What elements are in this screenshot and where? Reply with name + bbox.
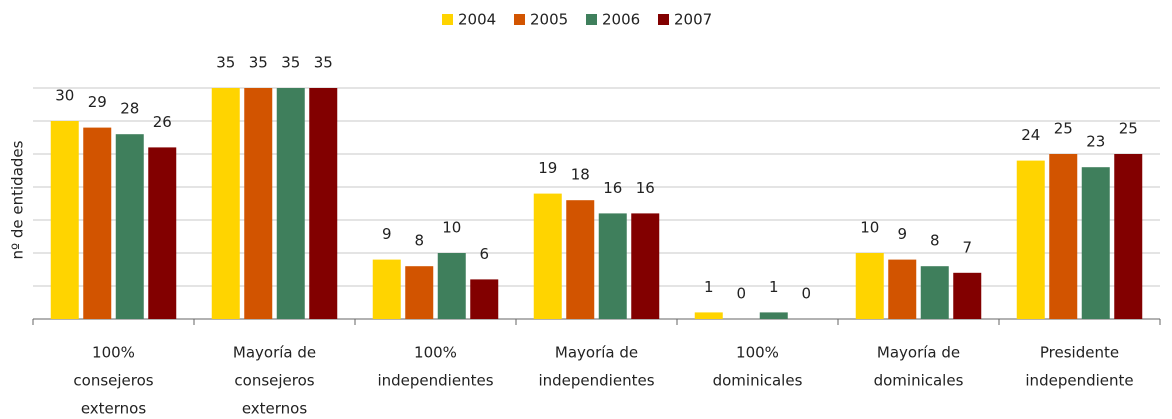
value-label: 25 xyxy=(1054,120,1073,138)
legend-label: 2006 xyxy=(602,11,640,29)
bar xyxy=(855,253,884,319)
bar xyxy=(372,259,401,319)
value-label: 7 xyxy=(962,238,972,256)
value-label: 6 xyxy=(479,245,489,263)
bar xyxy=(244,88,273,319)
bar xyxy=(405,266,434,319)
x-tick-label: independiente xyxy=(1025,372,1133,390)
value-label: 25 xyxy=(1119,120,1138,138)
legend-swatch xyxy=(586,14,597,25)
bar xyxy=(437,253,466,319)
value-label: 1 xyxy=(704,278,714,296)
bar xyxy=(211,88,240,319)
bar xyxy=(759,312,788,319)
x-tick-label: externos xyxy=(81,400,147,418)
bar xyxy=(566,200,595,319)
x-tick-label: Presidente xyxy=(1040,344,1119,362)
x-tick-label: Mayoría de xyxy=(555,344,638,362)
value-label: 19 xyxy=(538,159,557,177)
x-tick-label: independientes xyxy=(538,372,654,390)
x-tick-label: Mayoría de xyxy=(233,344,316,362)
bar xyxy=(598,213,627,319)
bar xyxy=(920,266,949,319)
value-label: 9 xyxy=(382,225,392,243)
value-label: 24 xyxy=(1021,126,1040,144)
legend-label: 2005 xyxy=(530,11,568,29)
value-label: 23 xyxy=(1086,133,1105,151)
x-tick-label: consejeros xyxy=(234,372,314,390)
value-label: 16 xyxy=(603,179,622,197)
x-tick-label: 100% xyxy=(736,344,779,362)
bar xyxy=(953,272,982,319)
x-tick-label: consejeros xyxy=(73,372,153,390)
x-tick-label: dominicales xyxy=(874,372,964,390)
bar xyxy=(148,147,177,319)
value-label: 16 xyxy=(636,179,655,197)
bar xyxy=(1049,154,1078,319)
value-label: 35 xyxy=(249,54,268,72)
value-label: 0 xyxy=(736,285,746,303)
value-label: 9 xyxy=(897,225,907,243)
x-tick-label: externos xyxy=(242,400,308,418)
x-tick-label: 100% xyxy=(92,344,135,362)
value-label: 35 xyxy=(281,54,300,72)
value-label: 10 xyxy=(860,219,879,237)
bar xyxy=(1016,160,1045,319)
bar xyxy=(1081,167,1110,319)
value-label: 35 xyxy=(216,54,235,72)
bar xyxy=(533,193,562,319)
legend-label: 2004 xyxy=(458,11,496,29)
bar xyxy=(309,88,338,319)
x-tick-label: independientes xyxy=(377,372,493,390)
legend-swatch xyxy=(514,14,525,25)
value-label: 29 xyxy=(88,93,107,111)
value-label: 26 xyxy=(153,113,172,131)
bar xyxy=(888,259,917,319)
value-label: 0 xyxy=(801,285,811,303)
value-label: 1 xyxy=(769,278,779,296)
bar xyxy=(50,121,79,319)
value-label: 28 xyxy=(120,100,139,118)
x-tick-label: 100% xyxy=(414,344,457,362)
value-label: 8 xyxy=(414,232,424,250)
bar xyxy=(1114,154,1143,319)
legend-swatch xyxy=(658,14,669,25)
y-axis-label: nº de entidades xyxy=(9,140,27,259)
bar xyxy=(276,88,305,319)
bar xyxy=(694,312,723,319)
value-label: 10 xyxy=(442,219,461,237)
x-tick-label: dominicales xyxy=(713,372,803,390)
bar xyxy=(115,134,144,319)
value-label: 35 xyxy=(314,54,333,72)
bar xyxy=(631,213,660,319)
value-label: 30 xyxy=(55,87,74,105)
legend-swatch xyxy=(442,14,453,25)
bar xyxy=(470,279,499,319)
legend-label: 2007 xyxy=(674,11,712,29)
value-label: 8 xyxy=(930,232,940,250)
bar xyxy=(83,127,112,319)
x-tick-label: Mayoría de xyxy=(877,344,960,362)
value-label: 18 xyxy=(571,166,590,184)
